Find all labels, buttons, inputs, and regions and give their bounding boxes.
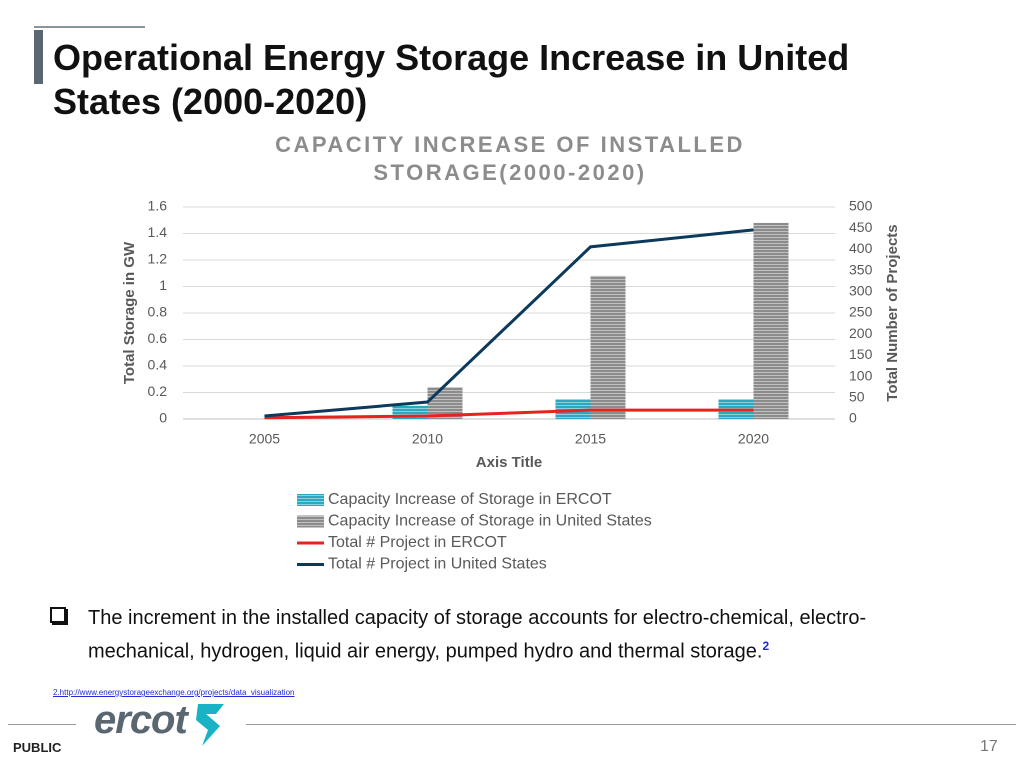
x-axis-title: Axis Title [476,454,542,471]
y-tick-label: 0.6 [148,330,168,346]
y2-tick-label: 450 [849,219,873,235]
page-number: 17 [980,738,998,755]
y2-tick-label: 100 [849,367,873,383]
y-tick-label: 1 [159,277,167,293]
chart: Total Storage in GW Total Number of Proj… [121,198,901,573]
bullet-body: The increment in the installed capacity … [88,607,867,663]
bar [590,275,626,419]
footer-line [8,724,76,725]
y-axis-title: Total Storage in GW [121,241,138,384]
y2-tick-label: 200 [849,325,873,341]
bullet-text: The increment in the installed capacity … [88,604,968,666]
y2-tick-label: 350 [849,261,873,277]
x-tick-label: 2020 [738,431,769,447]
legend-label: Total # Project in United States [328,556,547,573]
legend-swatch [297,515,324,528]
footer-line [246,724,1016,725]
y2-tick-label: 300 [849,283,873,299]
y-tick-label: 1.6 [148,198,168,214]
legend-label: Capacity Increase of Storage in ERCOT [328,491,612,508]
y-tick-label: 1.4 [148,224,168,240]
y-tick-label: 0 [159,410,167,426]
bullet-ref: 2 [762,639,770,653]
y2-tick-label: 50 [849,389,865,405]
line [264,228,754,418]
bar [555,399,591,419]
y2-tick-label: 150 [849,346,873,362]
chart-title: CAPACITY INCREASE OF INSTALLED STORAGE(2… [275,132,745,185]
logo: ercot [94,698,188,742]
slide-title: Operational Energy Storage Increase in U… [53,37,850,122]
accent-line [34,26,145,28]
y2-axis-title: Total Number of Projects [884,224,901,401]
legend-label: Total # Project in ERCOT [328,534,507,551]
bar [753,222,789,419]
x-tick-label: 2015 [575,431,606,447]
classification: PUBLIC [13,740,62,755]
legend-label: Capacity Increase of Storage in United S… [328,513,652,530]
line [264,408,754,420]
y2-tick-label: 250 [849,304,873,320]
y-tick-label: 1.2 [148,251,168,267]
y2-tick-label: 400 [849,240,873,256]
footnote-link[interactable]: 2.http://www.energystorageexchange.org/p… [53,688,295,697]
logo-mark [196,704,224,746]
x-tick-label: 2010 [412,431,443,447]
x-tick-label: 2005 [249,431,280,447]
y-tick-label: 0.8 [148,304,168,320]
legend-swatch [297,494,324,506]
y2-tick-label: 0 [849,410,857,426]
y-tick-label: 0.4 [148,357,168,373]
accent-bar [34,30,43,84]
y-tick-label: 0.2 [148,383,168,399]
y2-tick-label: 500 [849,198,873,214]
bullet-icon [50,607,66,623]
